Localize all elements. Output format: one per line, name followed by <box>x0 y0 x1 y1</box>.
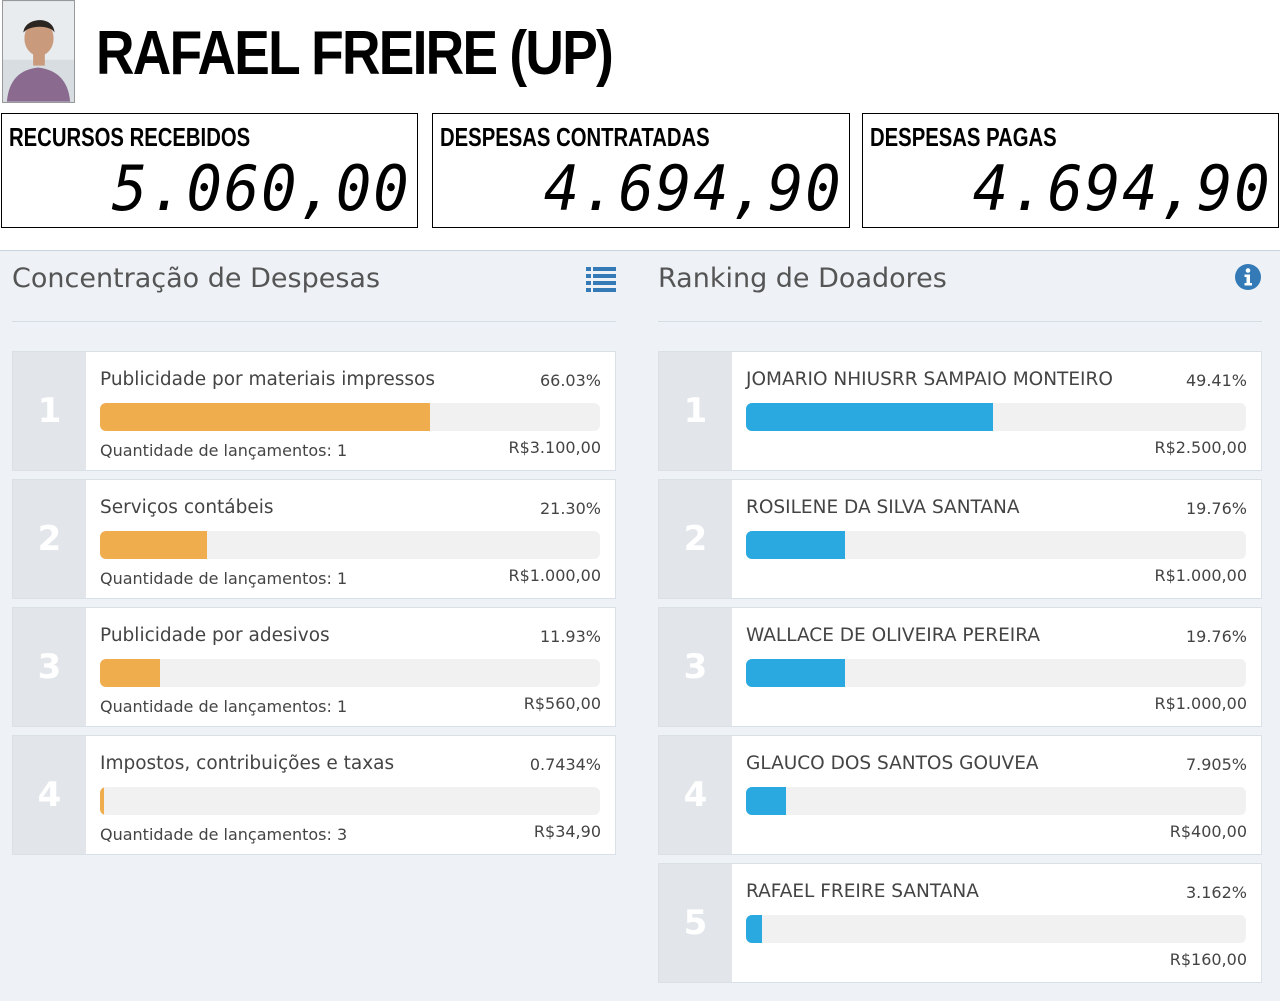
expense-label: Publicidade por adesivos <box>100 625 330 646</box>
percent-value: 3.162% <box>1185 883 1247 902</box>
progress-track <box>746 403 1246 431</box>
rank-number: 4 <box>13 736 86 854</box>
amount-value: R$1.000,00 <box>508 566 601 585</box>
expense-label: Impostos, contribuições e taxas <box>100 753 395 774</box>
stat-label: RECURSOS RECEBIDOS <box>9 122 251 152</box>
donor-card: 3 WALLACE DE OLIVEIRA PEREIRA 19.76% R$1.00… <box>658 607 1262 727</box>
progress-track <box>746 787 1246 815</box>
progress-fill <box>100 531 207 559</box>
expense-card: 1 Publicidade por materiais impressos 66.0… <box>12 351 616 471</box>
progress-track <box>100 659 600 687</box>
percent-value: 19.76% <box>1185 627 1247 646</box>
divider <box>658 321 1262 322</box>
amount-value: R$160,00 <box>1169 950 1247 969</box>
divider <box>12 321 616 322</box>
rank-number: 4 <box>659 736 732 854</box>
progress-track <box>100 787 600 815</box>
percent-value: 21.30% <box>539 499 601 518</box>
progress-fill <box>746 531 845 559</box>
progress-track <box>746 659 1246 687</box>
rank-number: 1 <box>659 352 732 470</box>
candidate-header: RAFAEL FREIRE (UP) <box>0 0 1280 110</box>
donor-card: 1 JOMARIO NHIUSRR SAMPAIO MONTEIRO 49.41% R… <box>658 351 1262 471</box>
progress-fill <box>746 915 762 943</box>
donor-label: ROSILENE DA SILVA SANTANA <box>746 497 1020 518</box>
stat-label: DESPESAS PAGAS <box>870 122 1057 152</box>
donor-label: WALLACE DE OLIVEIRA PEREIRA <box>746 625 1040 646</box>
percent-value: 49.41% <box>1185 371 1247 390</box>
progress-fill <box>100 787 104 815</box>
stat-value: 4.694,90 <box>544 152 843 225</box>
donor-card: 5 RAFAEL FREIRE SANTANA 3.162% R$160,00 <box>658 863 1262 983</box>
entry-count: Quantidade de lançamentos: 3 <box>100 825 348 844</box>
rank-number: 3 <box>13 608 86 726</box>
stat-despesas-pagas: DESPESAS PAGAS 4.694,90 <box>862 113 1279 228</box>
amount-value: R$1.000,00 <box>1154 566 1247 585</box>
amount-value: R$34,90 <box>533 822 601 841</box>
expenses-title: Concentração de Despesas <box>12 263 381 294</box>
entry-count: Quantidade de lançamentos: 1 <box>100 697 348 716</box>
stat-value: 5.060,00 <box>112 152 411 225</box>
stat-despesas-contratadas: DESPESAS CONTRATADAS 4.694,90 <box>432 113 850 228</box>
donor-label: GLAUCO DOS SANTOS GOUVEA <box>746 753 1039 774</box>
progress-track <box>100 403 600 431</box>
stat-value: 4.694,90 <box>973 152 1272 225</box>
rank-number: 2 <box>13 480 86 598</box>
entry-count: Quantidade de lançamentos: 1 <box>100 569 348 588</box>
amount-value: R$560,00 <box>523 694 601 713</box>
progress-fill <box>746 787 786 815</box>
rank-number: 1 <box>13 352 86 470</box>
candidate-name: RAFAEL FREIRE (UP) <box>96 19 614 88</box>
amount-value: R$1.000,00 <box>1154 694 1247 713</box>
dashboard-panel: Concentração de Despesas 1 Publicidade po… <box>0 250 1280 1001</box>
percent-value: 11.93% <box>539 627 601 646</box>
percent-value: 0.7434% <box>529 755 601 774</box>
progress-track <box>746 531 1246 559</box>
percent-value: 19.76% <box>1185 499 1247 518</box>
donor-card: 2 ROSILENE DA SILVA SANTANA 19.76% R$1.000,… <box>658 479 1262 599</box>
progress-fill <box>100 659 160 687</box>
info-icon[interactable] <box>1234 263 1264 293</box>
list-icon[interactable] <box>586 263 616 293</box>
stat-label: DESPESAS CONTRATADAS <box>440 122 710 152</box>
donors-title: Ranking de Doadores <box>658 263 947 294</box>
amount-value: R$3.100,00 <box>508 438 601 457</box>
donor-label: JOMARIO NHIUSRR SAMPAIO MONTEIRO <box>746 369 1113 390</box>
entry-count: Quantidade de lançamentos: 1 <box>100 441 348 460</box>
progress-track <box>100 531 600 559</box>
progress-fill <box>746 659 845 687</box>
rank-number: 5 <box>659 864 732 982</box>
percent-value: 7.905% <box>1185 755 1247 774</box>
expense-card: 4 Impostos, contribuições e taxas 0.7434% Q… <box>12 735 616 855</box>
progress-fill <box>746 403 994 431</box>
donor-card: 4 GLAUCO DOS SANTOS GOUVEA 7.905% R$400,00 <box>658 735 1262 855</box>
avatar <box>2 0 75 103</box>
amount-value: R$2.500,00 <box>1154 438 1247 457</box>
donor-label: RAFAEL FREIRE SANTANA <box>746 881 979 902</box>
stat-recursos-recebidos: RECURSOS RECEBIDOS 5.060,00 <box>1 113 418 228</box>
amount-value: R$400,00 <box>1169 822 1247 841</box>
expense-label: Serviços contábeis <box>100 497 274 518</box>
expense-label: Publicidade por materiais impressos <box>100 369 435 390</box>
progress-track <box>746 915 1246 943</box>
progress-fill <box>100 403 431 431</box>
expense-card: 2 Serviços contábeis 21.30% Quantidade de l… <box>12 479 616 599</box>
rank-number: 3 <box>659 608 732 726</box>
expense-card: 3 Publicidade por adesivos 11.93% Quantidad… <box>12 607 616 727</box>
rank-number: 2 <box>659 480 732 598</box>
percent-value: 66.03% <box>539 371 601 390</box>
